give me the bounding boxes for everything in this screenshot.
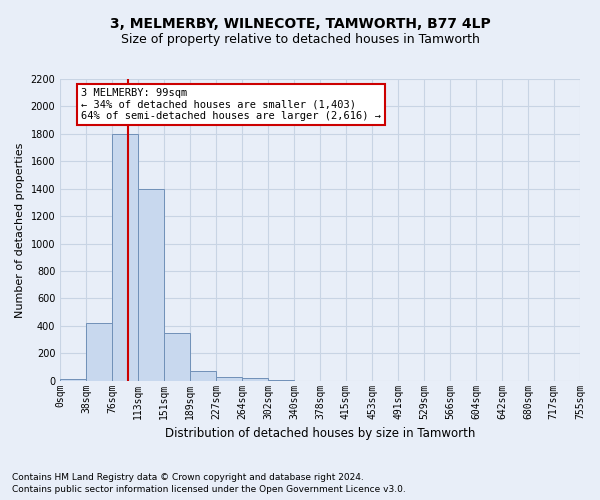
Bar <box>242 378 268 380</box>
Bar <box>164 332 190 380</box>
Text: 3 MELMERBY: 99sqm
← 34% of detached houses are smaller (1,403)
64% of semi-detac: 3 MELMERBY: 99sqm ← 34% of detached hous… <box>81 88 381 121</box>
Text: Size of property relative to detached houses in Tamworth: Size of property relative to detached ho… <box>121 32 479 46</box>
X-axis label: Distribution of detached houses by size in Tamworth: Distribution of detached houses by size … <box>165 427 475 440</box>
Bar <box>112 134 138 380</box>
Text: 3, MELMERBY, WILNECOTE, TAMWORTH, B77 4LP: 3, MELMERBY, WILNECOTE, TAMWORTH, B77 4L… <box>110 18 490 32</box>
Y-axis label: Number of detached properties: Number of detached properties <box>15 142 25 318</box>
Bar <box>138 188 164 380</box>
Text: Contains HM Land Registry data © Crown copyright and database right 2024.: Contains HM Land Registry data © Crown c… <box>12 472 364 482</box>
Bar <box>190 371 217 380</box>
Bar <box>86 323 112 380</box>
Bar <box>217 377 242 380</box>
Text: Contains public sector information licensed under the Open Government Licence v3: Contains public sector information licen… <box>12 485 406 494</box>
